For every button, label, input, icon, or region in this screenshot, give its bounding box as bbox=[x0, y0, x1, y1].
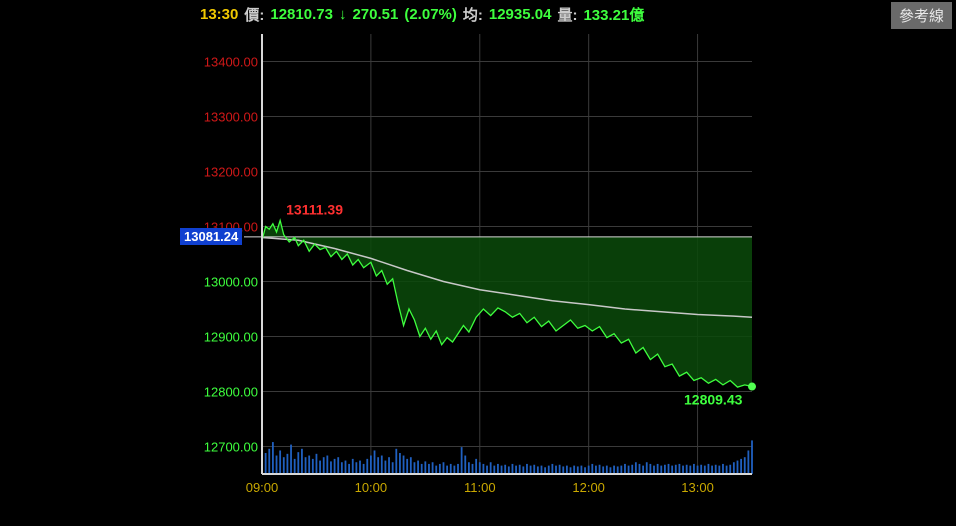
x-axis-labels: 09:0010:0011:0012:0013:00 bbox=[262, 480, 752, 504]
end-price-label: 12809.43 bbox=[684, 392, 743, 408]
x-tick-label: 09:00 bbox=[246, 480, 279, 495]
price-chart: 13111.39 12809.43 bbox=[0, 0, 956, 526]
x-tick-label: 13:00 bbox=[681, 480, 714, 495]
x-tick-label: 11:00 bbox=[464, 480, 496, 495]
x-tick-label: 10:00 bbox=[355, 480, 388, 495]
start-price-label: 13111.39 bbox=[286, 201, 343, 217]
x-tick-label: 12:00 bbox=[572, 480, 605, 495]
